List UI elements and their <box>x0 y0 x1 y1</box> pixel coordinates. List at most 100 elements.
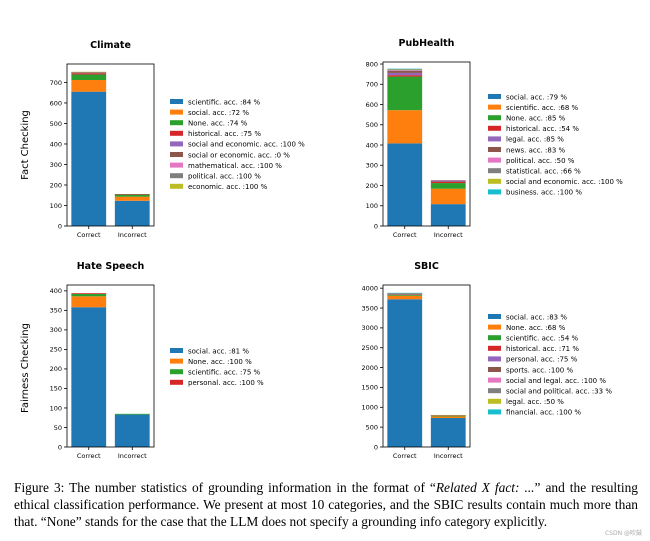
bar-segment-correct-7 <box>387 69 423 71</box>
bar-segment-correct-1 <box>387 110 423 144</box>
y-tick-label: 250 <box>50 346 62 354</box>
legend-swatch <box>170 183 183 189</box>
plot-frame <box>66 284 155 448</box>
x-tick-label-incorrect: Incorrect <box>118 231 147 239</box>
bar-segment-correct-8 <box>387 69 423 70</box>
bar-segment-incorrect-0 <box>430 418 466 447</box>
watermark: CSDN @吹鼓 <box>604 530 642 537</box>
row-label-fairness-checking: Fairness Checking <box>20 323 31 413</box>
legend-swatch <box>488 125 501 131</box>
bar-segment-incorrect-5 <box>430 181 466 182</box>
y-tick-label: 200 <box>366 182 378 190</box>
y-tick-label: 100 <box>50 202 62 210</box>
legend-swatch <box>170 348 183 353</box>
bar-segment-correct-2 <box>71 293 107 297</box>
legend-swatch <box>170 152 183 157</box>
legend-swatch <box>488 324 501 330</box>
legend-swatch <box>488 115 501 121</box>
legend-entry: historical. acc. :75 % <box>188 130 261 138</box>
bar-segment-incorrect-8 <box>430 414 466 416</box>
plot-frame <box>66 63 155 227</box>
bar-segment-correct-0 <box>387 143 423 226</box>
plot-frame <box>382 284 471 448</box>
legend-entry: financial. acc. :100 % <box>506 409 581 417</box>
bar-segment-incorrect-6 <box>430 180 466 182</box>
bar-segment-incorrect-2 <box>114 413 150 415</box>
legend-entry: social or economic. acc. :0 % <box>188 151 290 159</box>
legend-entry: legal. acc. :85 % <box>506 136 564 144</box>
chart-title: SBIC <box>414 261 439 272</box>
y-tick-label: 600 <box>366 101 378 109</box>
legend-swatch <box>488 356 501 362</box>
bar-segment-incorrect-2 <box>430 183 466 189</box>
y-tick-label: 200 <box>50 181 62 189</box>
legend-entry: social and legal. acc. :100 % <box>506 377 606 385</box>
legend-swatch <box>488 178 501 184</box>
bar-segment-incorrect-1 <box>430 416 466 419</box>
bar-segment-correct-4 <box>71 72 107 74</box>
legend-entry: historical. acc. :54 % <box>506 125 579 133</box>
legend-swatch <box>170 109 183 115</box>
x-tick-label-incorrect: Incorrect <box>434 452 463 460</box>
bar-segment-incorrect-2 <box>114 194 150 197</box>
legend-swatch <box>488 168 501 174</box>
legend-entry: None. acc. :85 % <box>506 115 566 123</box>
chart-title: Hate Speech <box>77 261 145 272</box>
legend-entry: None. acc. :100 % <box>188 358 252 366</box>
bar-segment-incorrect-1 <box>430 188 466 205</box>
legend-swatch <box>170 369 183 375</box>
bar-segment-correct-4 <box>387 293 423 295</box>
legend-entry: scientific. acc. :84 % <box>188 98 261 106</box>
bar-segment-correct-0 <box>71 91 107 226</box>
legend-swatch <box>170 358 183 364</box>
caption-italic: Related X fact: ... <box>435 480 535 495</box>
bar-segment-incorrect-0 <box>114 200 150 226</box>
legend-entry: sports. acc. :100 % <box>506 366 573 374</box>
y-tick-label: 3500 <box>361 304 378 312</box>
legend-swatch <box>488 388 501 394</box>
legend-entry: political. acc. :50 % <box>506 157 575 165</box>
legend-entry: personal. acc. :75 % <box>506 356 578 364</box>
legend: social. acc. :83 % None. acc. :68 % scient… <box>488 313 612 417</box>
bar-segment-correct-1 <box>71 296 107 308</box>
legend-swatch <box>488 367 501 372</box>
x-tick-label-correct: Correct <box>393 452 417 460</box>
legend-swatch <box>488 409 501 415</box>
legend-swatch <box>170 162 183 168</box>
legend-entry: None. acc. :74 % <box>188 120 248 128</box>
bar-segment-correct-3 <box>387 75 423 77</box>
y-tick-label: 1500 <box>361 384 378 392</box>
y-tick-label: 0 <box>374 222 378 230</box>
y-tick-label: 300 <box>366 162 378 170</box>
legend-entry: legal. acc. :50 % <box>506 398 564 406</box>
legend-swatch <box>488 314 501 319</box>
legend-entry: social and political. acc. :33 % <box>506 388 612 396</box>
x-tick-label-correct: Correct <box>77 452 101 460</box>
legend-entry: scientific. acc. :54 % <box>506 335 579 343</box>
bar-segment-correct-9 <box>387 292 423 294</box>
figure-canvas: Fact Checking Fairness Checking ClimateC… <box>20 38 623 460</box>
chart-title: Climate <box>90 40 131 51</box>
plot-frame <box>382 61 471 227</box>
y-tick-label: 300 <box>50 161 62 169</box>
bar-segment-correct-0 <box>71 307 107 447</box>
legend-entry: mathematical. acc. :100 % <box>188 162 282 170</box>
legend-swatch <box>488 189 501 195</box>
legend-swatch <box>488 136 501 142</box>
y-tick-label: 0 <box>374 443 378 451</box>
y-tick-label: 4000 <box>361 284 378 292</box>
x-tick-label-incorrect: Incorrect <box>434 231 463 239</box>
y-tick-label: 700 <box>50 79 62 87</box>
legend-entry: social and economic. acc. :100 % <box>188 141 305 149</box>
chart-panel-sbic: SBIC Correct Incorrect 0 500 1000 1500 2000 2500… <box>361 261 612 460</box>
legend-entry: scientific. acc. :75 % <box>188 369 261 377</box>
chart-title: PubHealth <box>399 38 455 49</box>
legend-swatch <box>488 94 501 99</box>
legend-entry: scientific. acc. :68 % <box>506 104 579 112</box>
bar-segment-correct-5 <box>387 70 423 73</box>
y-tick-label: 50 <box>54 424 62 432</box>
x-tick-label-correct: Correct <box>77 231 101 239</box>
y-tick-label: 700 <box>366 81 378 89</box>
legend-swatch <box>170 173 183 179</box>
y-tick-label: 400 <box>50 287 62 295</box>
